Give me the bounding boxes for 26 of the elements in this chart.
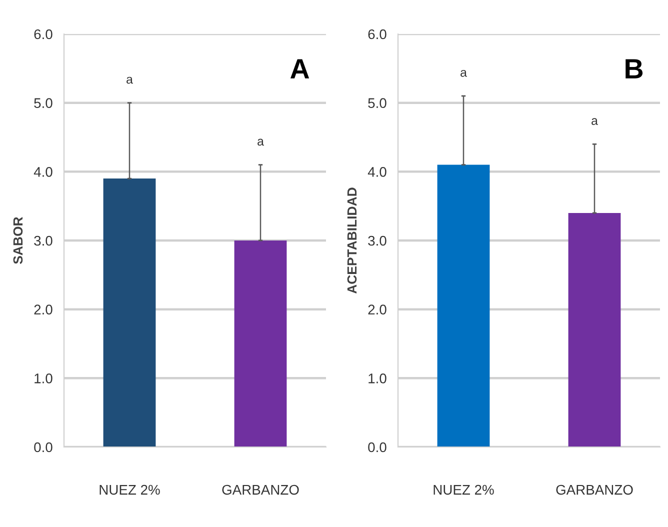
y-tick-label: 5.0	[34, 98, 52, 108]
y-axis-title: ACEPTABILIDAD	[347, 188, 357, 294]
y-tick-label: 5.0	[368, 98, 386, 108]
y-tick-label: 1.0	[34, 374, 52, 384]
y-tick-label: 1.0	[368, 374, 386, 384]
y-tick-label: 2.0	[368, 304, 386, 315]
y-tick-label: 2.0	[34, 304, 52, 315]
annotation: A	[290, 59, 310, 78]
y-tick-label: 6.0	[34, 29, 52, 40]
annotation: a	[592, 118, 598, 125]
y-tick-label: 3.0	[368, 236, 386, 246]
x-tick-label: GARBANZO	[556, 484, 633, 495]
y-tick-label: 0.0	[34, 442, 52, 452]
x-tick-label: GARBANZO	[222, 484, 299, 495]
y-tick-label: 3.0	[34, 236, 52, 246]
y-tick-label: 4.0	[368, 167, 386, 177]
annotation: a	[460, 70, 467, 77]
y-tick-label: 0.0	[368, 442, 386, 452]
y-tick-label: 6.0	[368, 29, 386, 40]
annotation: a	[126, 76, 133, 84]
y-axis-title: SABOR	[13, 216, 23, 264]
annotation: B	[626, 59, 643, 78]
x-tick-label: NUEZ 2%	[100, 484, 160, 495]
x-tick-label: NUEZ 2%	[434, 484, 494, 495]
annotation: a	[258, 138, 264, 146]
y-tick-label: 4.0	[34, 167, 52, 177]
